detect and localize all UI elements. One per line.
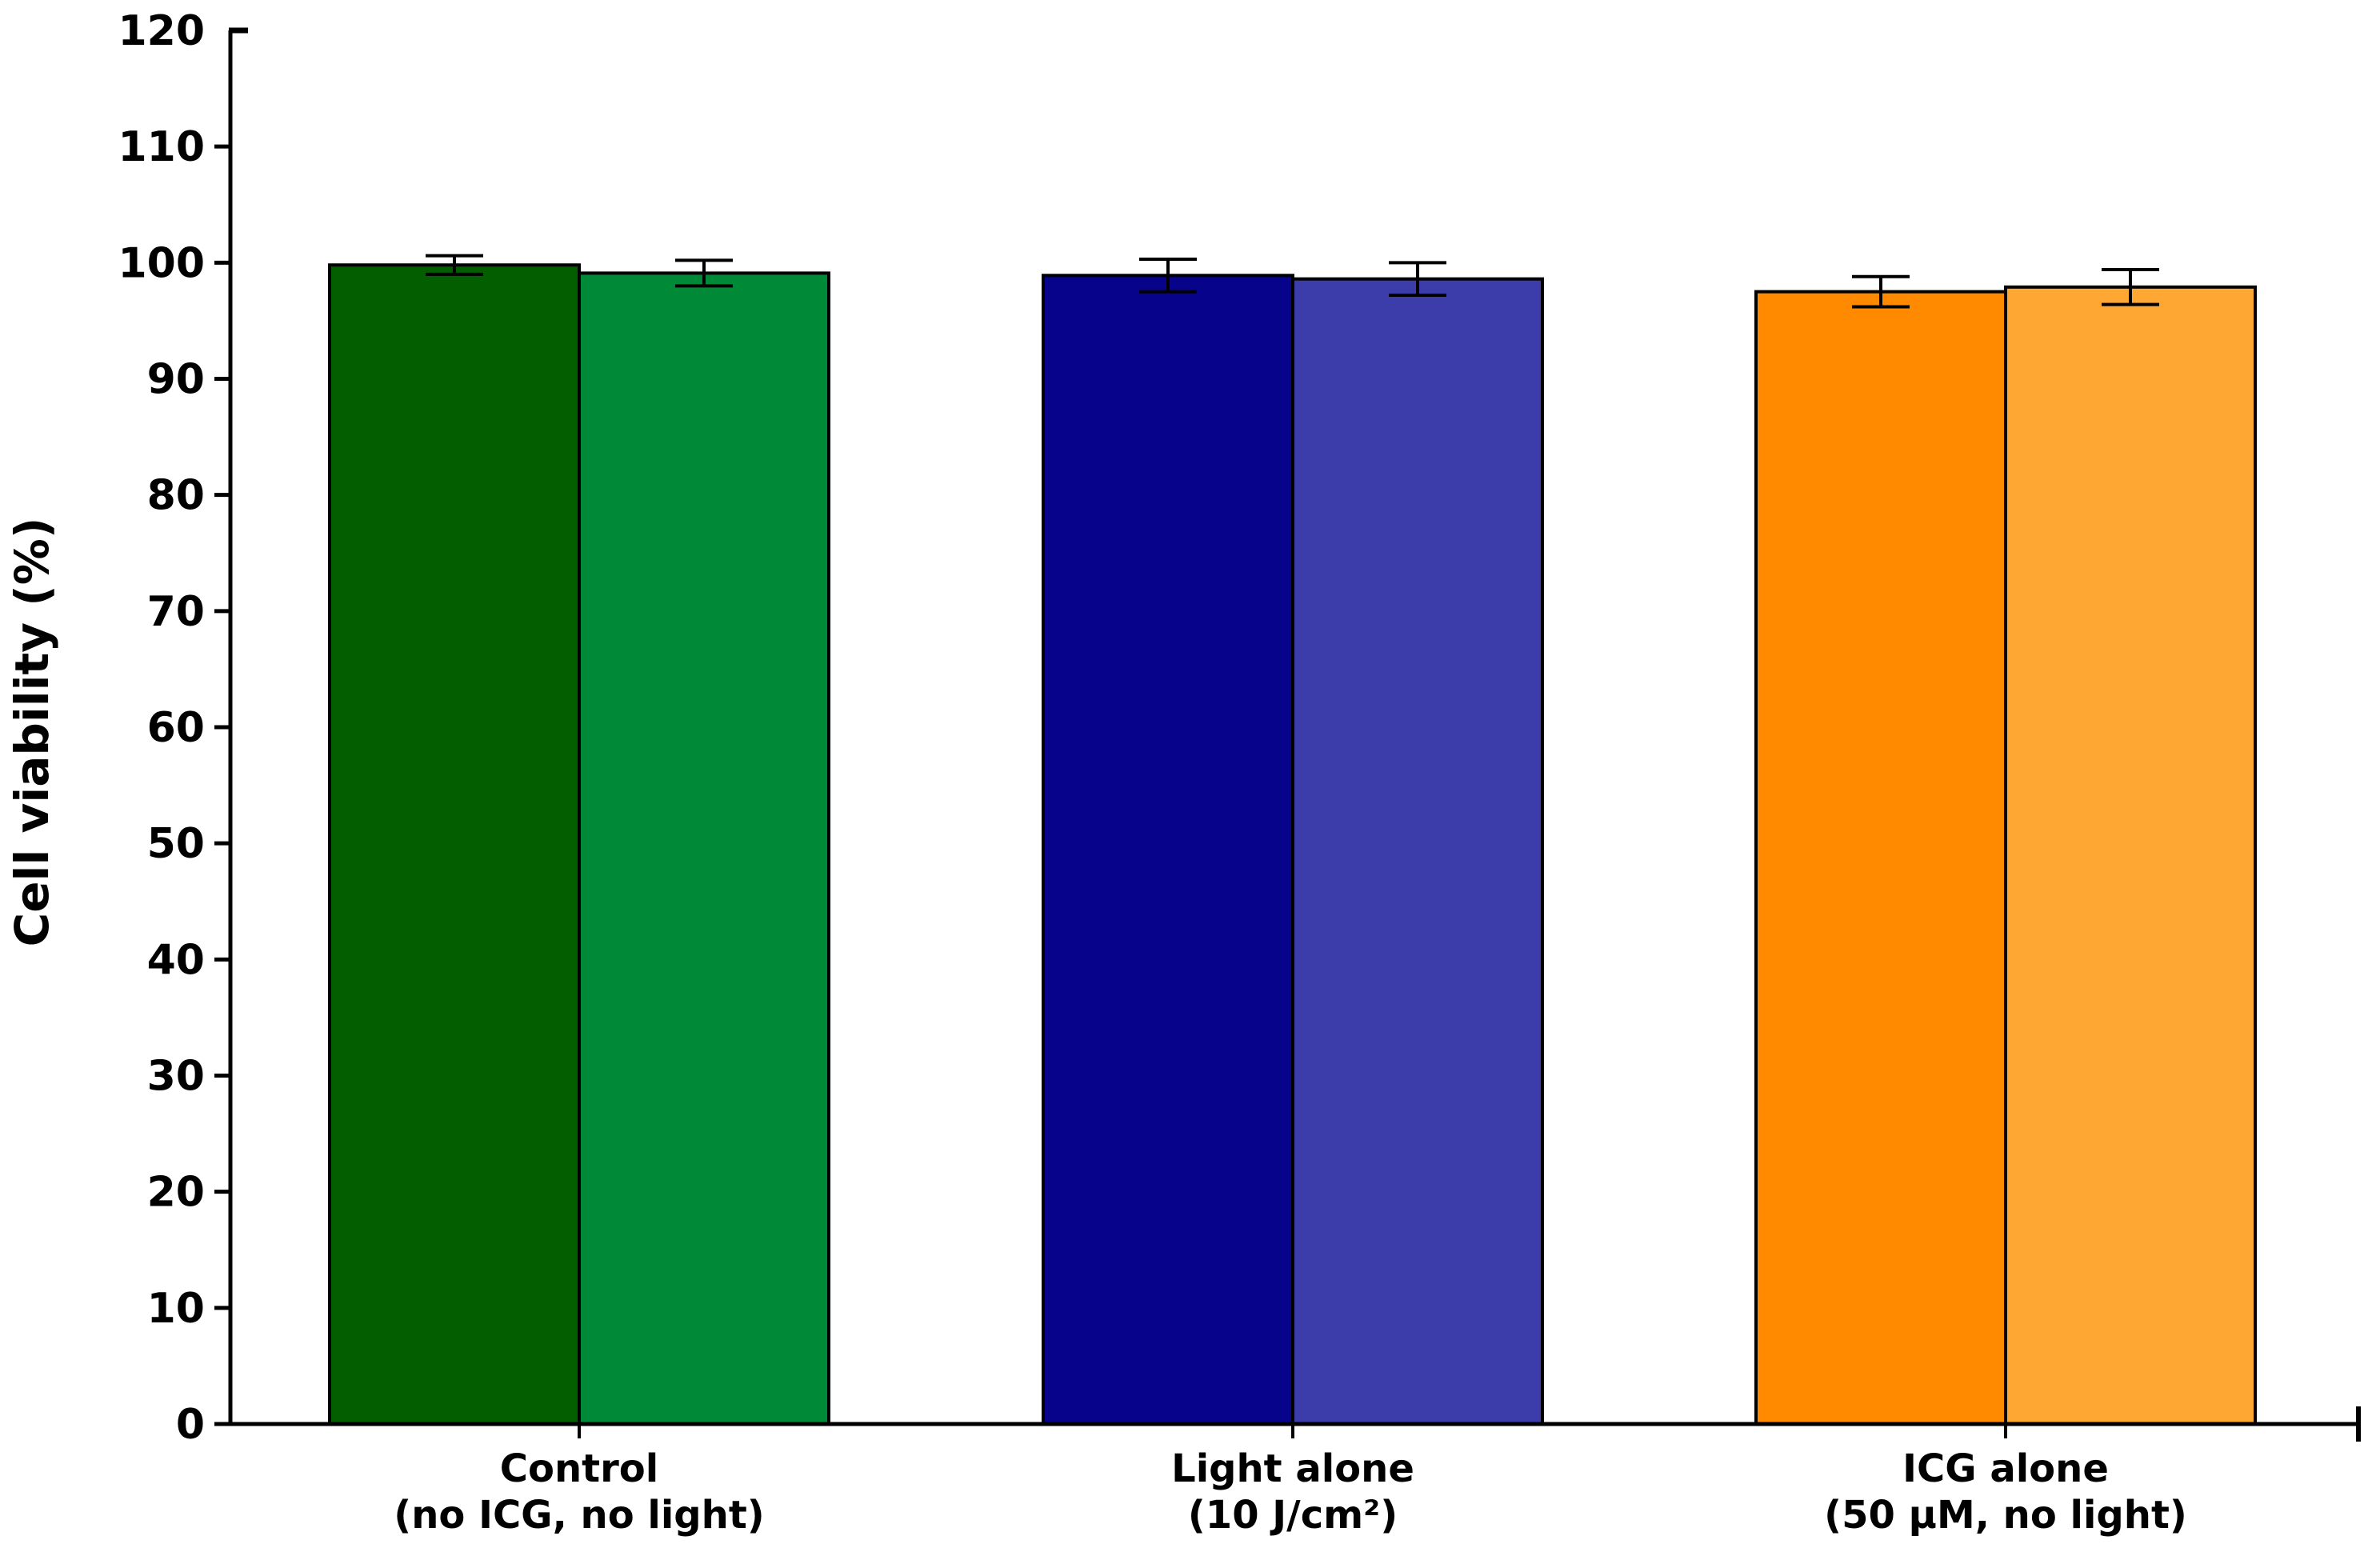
x-label-line1-2: ICG alone: [1902, 1446, 2109, 1491]
y-tick-label-60: 60: [147, 704, 205, 752]
y-ticks-group: 0 10 20 30 40 50 60 70 80 90 100 110 120: [118, 7, 248, 1449]
y-tick-label-110: 110: [118, 123, 205, 171]
y-tick-label-120: 120: [118, 7, 205, 55]
x-label-line1-0: Control: [500, 1446, 658, 1491]
x-label-line2-0: (no ICG, no light): [394, 1493, 764, 1538]
y-tick-label-90: 90: [147, 356, 205, 404]
bar-1-1: [1291, 277, 1544, 1426]
y-tick-label-40: 40: [147, 936, 205, 984]
x-labels-group: Control(no ICG, no light) Light alone(10 …: [394, 1424, 2187, 1538]
y-tick-label-70: 70: [147, 588, 205, 636]
y-tick-label-20: 20: [147, 1169, 205, 1217]
bar-1-0: [1042, 274, 1294, 1426]
bar-0-0: [328, 263, 581, 1426]
error-bars-group: [426, 254, 2159, 309]
y-tick-label-100: 100: [118, 239, 205, 287]
bar-2-1: [2004, 285, 2257, 1426]
bars-group: [328, 263, 2257, 1426]
x-label-line1-1: Light alone: [1171, 1446, 1414, 1491]
y-tick-label-80: 80: [147, 472, 205, 520]
bar-2-0: [1754, 290, 2007, 1426]
y-axis-label: Cell viability (%): [5, 518, 59, 947]
x-label-line2-1: (10 J/cm²): [1188, 1493, 1398, 1538]
y-tick-label-50: 50: [147, 820, 205, 868]
x-label-line2-2: (50 µM, no light): [1824, 1493, 2187, 1538]
y-tick-label-10: 10: [147, 1285, 205, 1333]
y-tick-label-0: 0: [176, 1401, 205, 1449]
y-tick-label-30: 30: [147, 1053, 205, 1101]
bar-0-1: [578, 271, 830, 1426]
